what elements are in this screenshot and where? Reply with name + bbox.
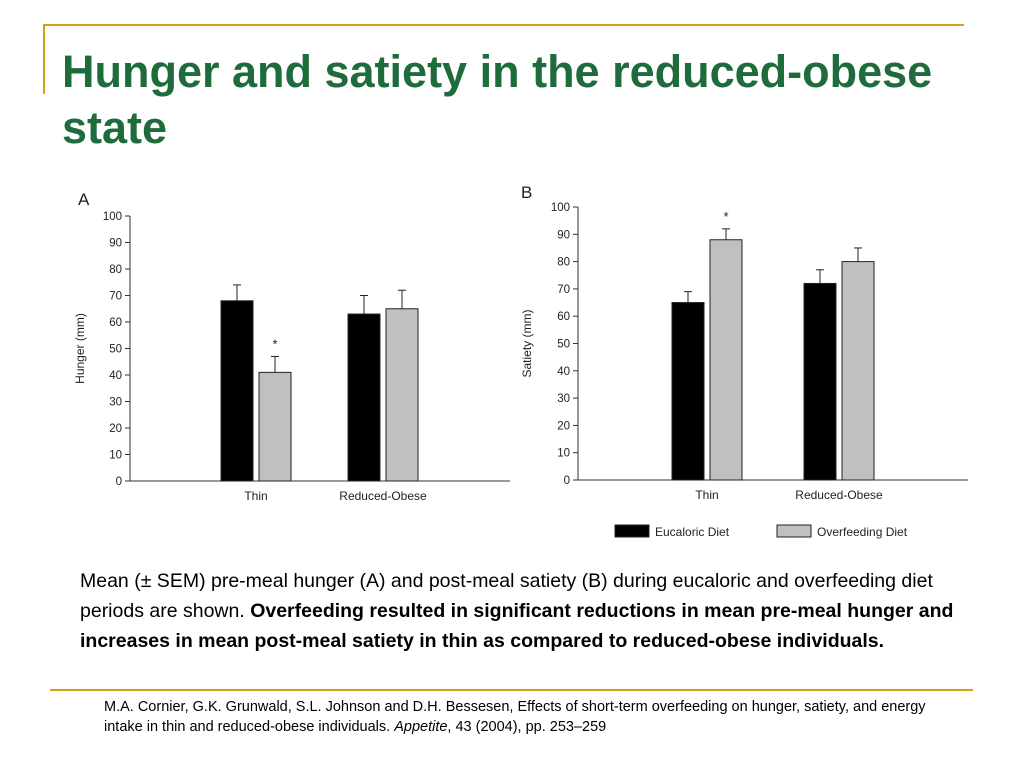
y-tick-label: 80	[557, 257, 570, 269]
citation-authors: M.A. Cornier, G.K. Grunwald, S.L. Johnso…	[104, 699, 926, 735]
y-tick-label: 70	[109, 291, 122, 303]
frame-top-rule	[43, 24, 964, 26]
bar	[258, 371, 292, 482]
slide-title: Hunger and satiety in the reduced-obese …	[62, 46, 933, 153]
bar	[671, 302, 705, 481]
y-tick-label: 80	[109, 264, 122, 276]
bar	[385, 308, 419, 482]
x-tick-label: Thin	[244, 489, 267, 503]
y-tick-label: 60	[109, 317, 122, 329]
x-tick-label: Reduced-Obese	[795, 488, 883, 502]
y-tick-label: 30	[109, 397, 122, 409]
y-tick-label: 90	[557, 229, 570, 241]
bar	[841, 261, 875, 481]
bar	[220, 300, 254, 482]
y-tick-label: 40	[109, 370, 122, 382]
y-axis-label: Hunger (mm)	[73, 313, 87, 384]
citation-journal: Appetite	[394, 719, 448, 735]
y-tick-label: 90	[109, 238, 122, 250]
panel-label: A	[78, 190, 90, 209]
bar	[709, 239, 743, 481]
hunger-chart: A 0 10 20 30 40 50 60 70 80 90 100 Hunger (mm) * Thin R…	[73, 190, 510, 503]
legend-swatch	[776, 524, 812, 538]
y-axis-label: Satiety (mm)	[520, 309, 534, 377]
figure-caption: Mean (± SEM) pre-meal hunger (A) and pos…	[80, 566, 960, 656]
x-tick-label: Thin	[695, 488, 718, 502]
y-tick-label: 30	[557, 393, 570, 405]
y-tick-label: 10	[557, 448, 570, 460]
y-tick-label: 20	[557, 420, 570, 432]
bar	[347, 313, 381, 482]
y-tick-label: 100	[551, 202, 570, 214]
bar	[803, 282, 837, 481]
frame-left-rule	[43, 24, 45, 94]
y-tick-label: 70	[557, 284, 570, 296]
y-tick-label: 0	[564, 475, 570, 487]
y-tick-label: 40	[557, 366, 570, 378]
significance-marker: *	[723, 209, 728, 224]
y-tick-label: 60	[557, 311, 570, 323]
caption-bold-text: Overfeeding resulted in significant redu…	[80, 600, 954, 652]
x-tick-label: Reduced-Obese	[339, 489, 427, 503]
y-tick-label: 50	[557, 339, 570, 351]
y-tick-label: 100	[103, 211, 122, 223]
frame-bottom-rule	[50, 689, 973, 691]
y-tick-label: 50	[109, 344, 122, 356]
satiety-chart: B 0 10 20 30 40 50 60 70 80 90 100 Satiety (mm) * Thin…	[520, 183, 968, 539]
y-tick-label: 0	[116, 476, 122, 488]
panel-label: B	[521, 183, 532, 202]
caption-plain-text: Mean (± SEM) pre-meal hunger (A) and pos…	[80, 570, 933, 622]
legend-swatch	[614, 524, 650, 538]
legend-label: Overfeeding Diet	[817, 525, 908, 539]
y-tick-label: 10	[109, 450, 122, 462]
citation: M.A. Cornier, G.K. Grunwald, S.L. Johnso…	[104, 697, 954, 737]
legend-label: Eucaloric Diet	[655, 525, 730, 539]
significance-marker: *	[272, 336, 277, 351]
y-tick-label: 20	[109, 423, 122, 435]
citation-details: , 43 (2004), pp. 253–259	[447, 719, 607, 735]
